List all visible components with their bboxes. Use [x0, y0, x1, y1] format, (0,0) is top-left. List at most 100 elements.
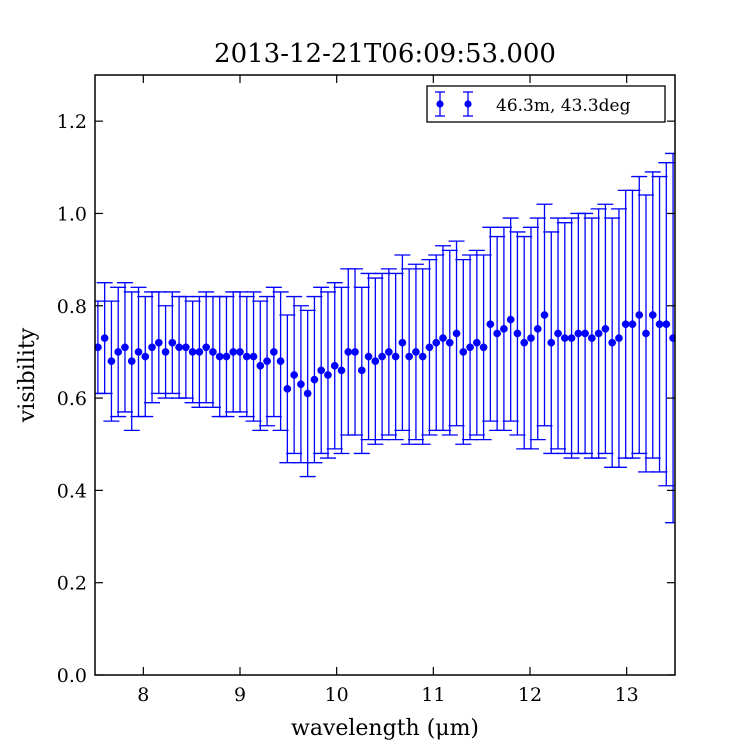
data-point	[543, 231, 560, 455]
data-marker	[283, 384, 292, 393]
y-tick-label: 1.0	[57, 203, 87, 225]
data-point	[536, 203, 553, 427]
data-marker	[330, 361, 339, 370]
data-point	[509, 231, 526, 436]
data-point	[407, 263, 424, 441]
series-layer	[95, 152, 675, 524]
data-point	[259, 295, 276, 427]
data-marker	[344, 348, 353, 356]
data-point	[198, 291, 215, 404]
data-point	[306, 295, 323, 464]
data-marker	[669, 334, 675, 342]
data-marker	[148, 343, 156, 352]
data-marker	[256, 361, 265, 370]
chart-title: 2013-12-21T06:09:53.000	[214, 39, 556, 69]
data-point	[279, 314, 296, 464]
data-point	[489, 235, 506, 432]
data-point	[441, 249, 458, 436]
data-marker	[520, 338, 529, 347]
data-point	[272, 291, 289, 432]
data-marker	[222, 352, 231, 361]
data-point	[367, 277, 384, 445]
data-point	[103, 300, 120, 422]
data-point	[96, 282, 113, 395]
data-marker	[439, 334, 447, 342]
data-marker	[357, 366, 366, 375]
data-marker	[621, 320, 630, 329]
data-point	[455, 258, 472, 445]
data-point	[137, 295, 154, 418]
data-point	[238, 295, 255, 418]
data-point	[401, 268, 418, 445]
data-marker	[425, 343, 434, 352]
data-point	[380, 268, 397, 436]
data-point	[577, 212, 594, 455]
data-point	[150, 291, 167, 395]
data-point	[123, 291, 140, 432]
x-tick-label: 12	[518, 684, 542, 706]
data-marker	[479, 343, 488, 352]
data-point	[665, 152, 675, 524]
data-point	[583, 217, 600, 459]
data-marker	[527, 334, 535, 342]
data-marker	[405, 352, 414, 361]
data-marker	[513, 329, 522, 338]
data-point	[110, 286, 127, 418]
y-tick-label: 0.8	[57, 296, 87, 318]
data-point	[468, 249, 485, 436]
data-marker	[107, 357, 116, 366]
data-point	[631, 175, 648, 455]
data-point	[164, 291, 181, 395]
data-marker	[269, 348, 278, 356]
legend-dot	[436, 100, 444, 108]
data-point	[522, 226, 539, 450]
data-marker	[310, 375, 319, 384]
data-marker	[567, 334, 576, 342]
data-marker	[195, 348, 204, 356]
data-marker	[229, 348, 238, 356]
data-marker	[215, 352, 224, 361]
data-point	[624, 189, 641, 459]
data-marker	[209, 348, 217, 356]
data-point	[502, 217, 519, 422]
data-marker	[242, 352, 251, 361]
x-tick-label: 10	[325, 684, 349, 706]
data-marker	[188, 348, 197, 356]
data-marker	[466, 343, 474, 352]
data-marker	[574, 329, 583, 338]
y-tick-label: 0.0	[57, 665, 87, 687]
data-point	[495, 226, 512, 432]
data-point	[516, 235, 533, 450]
data-point	[333, 286, 350, 455]
data-point	[157, 305, 174, 399]
data-point	[313, 286, 330, 455]
data-point	[95, 300, 106, 395]
data-point	[448, 240, 465, 427]
data-point	[245, 291, 262, 422]
data-point	[184, 300, 201, 404]
data-point	[326, 282, 343, 450]
data-marker	[608, 338, 617, 347]
x-tick-label: 8	[137, 684, 149, 706]
data-marker	[500, 324, 508, 333]
data-point	[286, 295, 303, 455]
data-marker	[493, 329, 501, 338]
data-point	[610, 208, 627, 468]
data-marker	[459, 348, 468, 356]
data-point	[218, 295, 235, 418]
data-point	[116, 282, 133, 413]
data-point	[252, 300, 269, 432]
data-point	[211, 295, 228, 418]
data-point	[529, 217, 546, 441]
data-marker	[175, 343, 183, 352]
data-point	[177, 295, 194, 399]
data-marker	[554, 329, 562, 338]
data-marker	[648, 311, 657, 319]
data-marker	[628, 320, 637, 329]
data-marker	[371, 357, 380, 366]
legend: 46.3m, 43.3deg	[426, 85, 666, 123]
data-marker	[121, 343, 129, 352]
data-marker	[161, 348, 170, 356]
data-marker	[385, 348, 393, 356]
